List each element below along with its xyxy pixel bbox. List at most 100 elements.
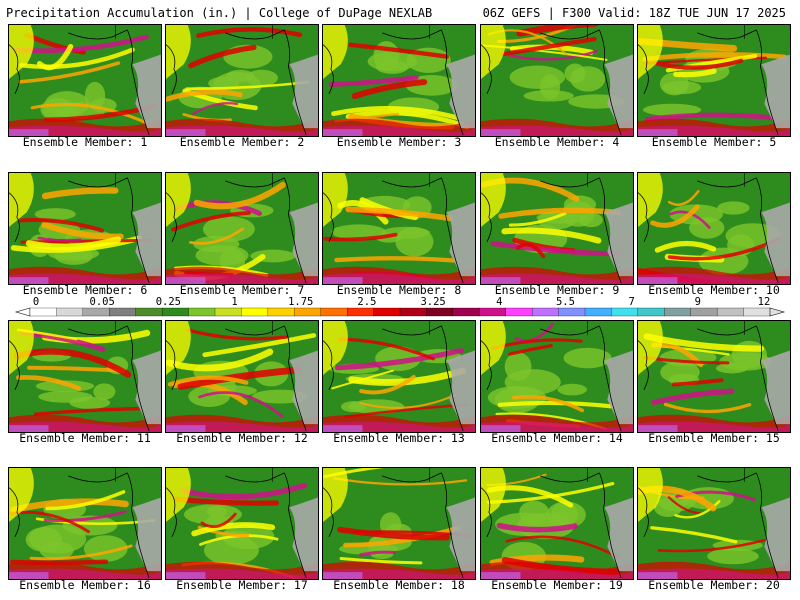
light-precip-area	[25, 527, 63, 552]
colorbar-segment	[399, 307, 427, 317]
light-precip-area	[557, 383, 587, 396]
colorbar-segment	[743, 307, 771, 317]
storm-track-band	[674, 500, 721, 519]
model-run-info: 06Z GEFS | F300 Valid: 18Z TUE JUN 17 20…	[482, 6, 786, 20]
coastline	[68, 325, 150, 432]
storm-track-band	[191, 522, 276, 537]
ensemble-map-2	[165, 24, 319, 137]
ensemble-map-8	[322, 172, 476, 285]
colorbar-segment	[320, 307, 348, 317]
colorbar-segment	[558, 307, 586, 317]
colorbar-segment	[716, 307, 745, 317]
storm-track-band	[359, 374, 416, 395]
storm-track-band	[334, 256, 456, 263]
storm-track-band	[18, 61, 121, 84]
ensemble-map-7	[165, 172, 319, 285]
storm-track-band	[339, 557, 423, 565]
ensemble-map-19	[480, 467, 634, 580]
extreme-precip-patch	[166, 572, 206, 579]
dry-land-area	[446, 54, 475, 129]
storm-track-band	[331, 106, 460, 121]
coastline	[382, 472, 464, 579]
light-precip-area	[203, 216, 255, 242]
storm-track-band	[343, 525, 461, 548]
storm-track-band	[345, 206, 454, 222]
asia-coastline	[166, 340, 177, 390]
ensemble-map-6	[8, 172, 162, 285]
ensemble-map-14	[480, 320, 634, 433]
coastline	[225, 472, 307, 579]
ensemble-member-label: Ensemble Member: 18	[333, 578, 465, 592]
colorbar-right-arrow	[769, 307, 786, 317]
dry-land-area	[604, 350, 633, 425]
coastline	[697, 29, 779, 136]
ensemble-map-9	[480, 172, 634, 285]
coastline	[382, 177, 464, 284]
asia-precip-area	[166, 25, 191, 80]
ensemble-map-12	[165, 320, 319, 433]
ensemble-map-15	[637, 320, 791, 433]
light-precip-area	[245, 69, 278, 87]
asia-precip-area	[638, 173, 663, 228]
light-precip-area	[563, 347, 612, 369]
colorbar-tick-label: 0.25	[156, 296, 181, 308]
storm-track-band	[202, 333, 317, 358]
extreme-precip-patch	[481, 277, 521, 284]
asia-coastline	[481, 44, 492, 94]
asia-precip-area	[323, 25, 348, 80]
asia-precip-area	[323, 468, 348, 523]
storm-track-band	[508, 211, 567, 227]
storm-track-band	[345, 110, 470, 130]
coastline	[68, 177, 150, 284]
asia-precip-area	[9, 468, 34, 523]
storm-track-band	[498, 207, 622, 219]
coastline	[540, 177, 622, 284]
coastline	[225, 325, 307, 432]
coastline	[697, 177, 779, 284]
ensemble-member-label: Ensemble Member: 14	[491, 431, 623, 445]
asia-precip-area	[166, 468, 191, 523]
asia-coastline	[481, 487, 492, 537]
ensemble-member-label: Ensemble Member: 16	[19, 578, 151, 592]
asia-coastline	[638, 192, 649, 242]
colorbar-tick-label: 1	[231, 296, 237, 308]
light-precip-area	[551, 502, 578, 527]
colorbar-segment	[29, 307, 57, 317]
storm-track-band	[337, 337, 435, 361]
storm-track-band	[16, 375, 82, 391]
storm-track-band	[514, 322, 554, 343]
asia-coastline	[638, 44, 649, 94]
storm-track-band	[192, 102, 239, 115]
dry-land-area	[604, 497, 633, 572]
asia-precip-area	[166, 173, 191, 228]
storm-track-band	[37, 236, 82, 242]
extreme-precip-patch	[9, 425, 49, 432]
colorbar-left-arrow	[14, 307, 31, 317]
colorbar-tick-label: 0	[33, 296, 39, 308]
ensemble-member-label: Ensemble Member: 11	[19, 431, 151, 445]
coastline	[382, 325, 464, 432]
storm-track-band	[36, 43, 74, 71]
ensemble-member-label: Ensemble Member: 1	[22, 135, 148, 149]
asia-coastline	[9, 340, 20, 390]
storm-track-band	[512, 394, 585, 413]
asia-precip-area	[323, 321, 348, 376]
coastline	[697, 472, 779, 579]
coastline	[540, 472, 622, 579]
dry-land-area	[289, 497, 318, 572]
extreme-precip-patch	[9, 277, 49, 284]
storm-track-band	[505, 535, 620, 559]
coastline	[382, 29, 464, 136]
colorbar-segment	[267, 307, 295, 317]
colorbar-tick-label: 2.5	[357, 296, 376, 308]
ensemble-member-label: Ensemble Member: 7	[179, 283, 305, 297]
extreme-precip-patch	[638, 425, 678, 432]
colorbar-segment	[479, 307, 507, 317]
storm-track-band	[171, 210, 251, 232]
light-precip-area	[38, 390, 93, 403]
extreme-precip-patch	[9, 129, 49, 136]
ensemble-map-3	[322, 24, 476, 137]
extreme-precip-patch	[166, 425, 206, 432]
light-precip-area	[707, 548, 759, 565]
dry-land-area	[761, 497, 790, 572]
